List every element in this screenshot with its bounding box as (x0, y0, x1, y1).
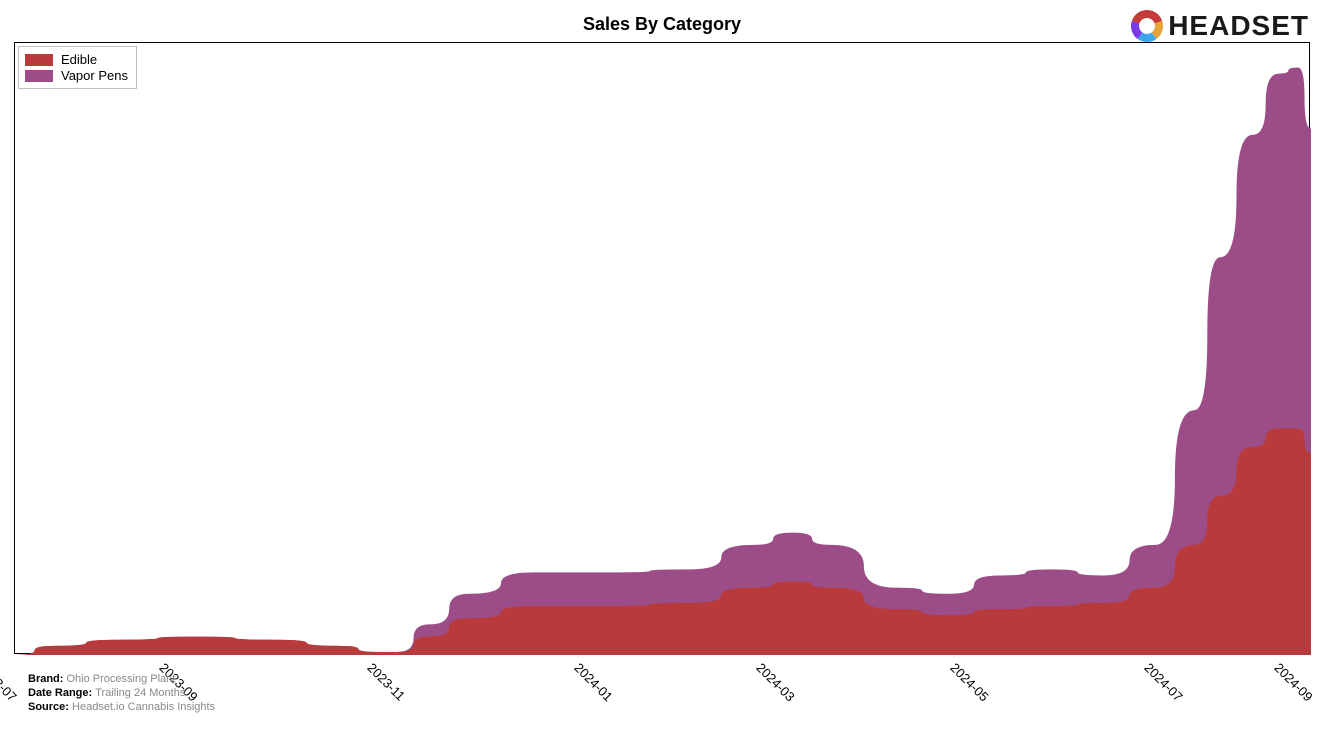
meta-label: Date Range: (28, 687, 95, 699)
x-tick-label: 2024-09 (1271, 660, 1315, 704)
meta-label: Brand: (28, 673, 67, 685)
legend-label: Edible (61, 52, 97, 67)
meta-value: Ohio Processing Plant (67, 673, 176, 685)
plot-area: EdibleVapor Pens (14, 42, 1310, 654)
legend-item: Vapor Pens (25, 68, 128, 83)
headset-logo: HEADSET (1126, 5, 1309, 47)
headset-logo-text: HEADSET (1168, 10, 1309, 42)
meta-row: Source: Headset.io Cannabis Insights (28, 700, 215, 714)
meta-row: Brand: Ohio Processing Plant (28, 672, 215, 686)
x-tick-label: 2023-07 (0, 660, 20, 704)
legend-swatch (25, 70, 53, 82)
x-tick-label: 2023-11 (364, 660, 408, 704)
x-tick-label: 2024-03 (753, 660, 797, 704)
meta-label: Source: (28, 701, 72, 713)
stacked-area-chart (15, 43, 1311, 655)
area-series (15, 429, 1311, 655)
legend: EdibleVapor Pens (18, 46, 137, 89)
legend-item: Edible (25, 52, 128, 67)
x-tick-label: 2024-07 (1142, 660, 1186, 704)
headset-logo-icon (1126, 5, 1168, 47)
meta-value: Trailing 24 Months (95, 687, 185, 699)
legend-swatch (25, 54, 53, 66)
chart-metadata: Brand: Ohio Processing PlantDate Range: … (28, 672, 215, 714)
x-tick-label: 2024-05 (947, 660, 991, 704)
meta-value: Headset.io Cannabis Insights (72, 701, 215, 713)
legend-label: Vapor Pens (61, 68, 128, 83)
meta-row: Date Range: Trailing 24 Months (28, 686, 215, 700)
x-tick-label: 2024-01 (572, 660, 616, 704)
area-series (15, 67, 1311, 655)
